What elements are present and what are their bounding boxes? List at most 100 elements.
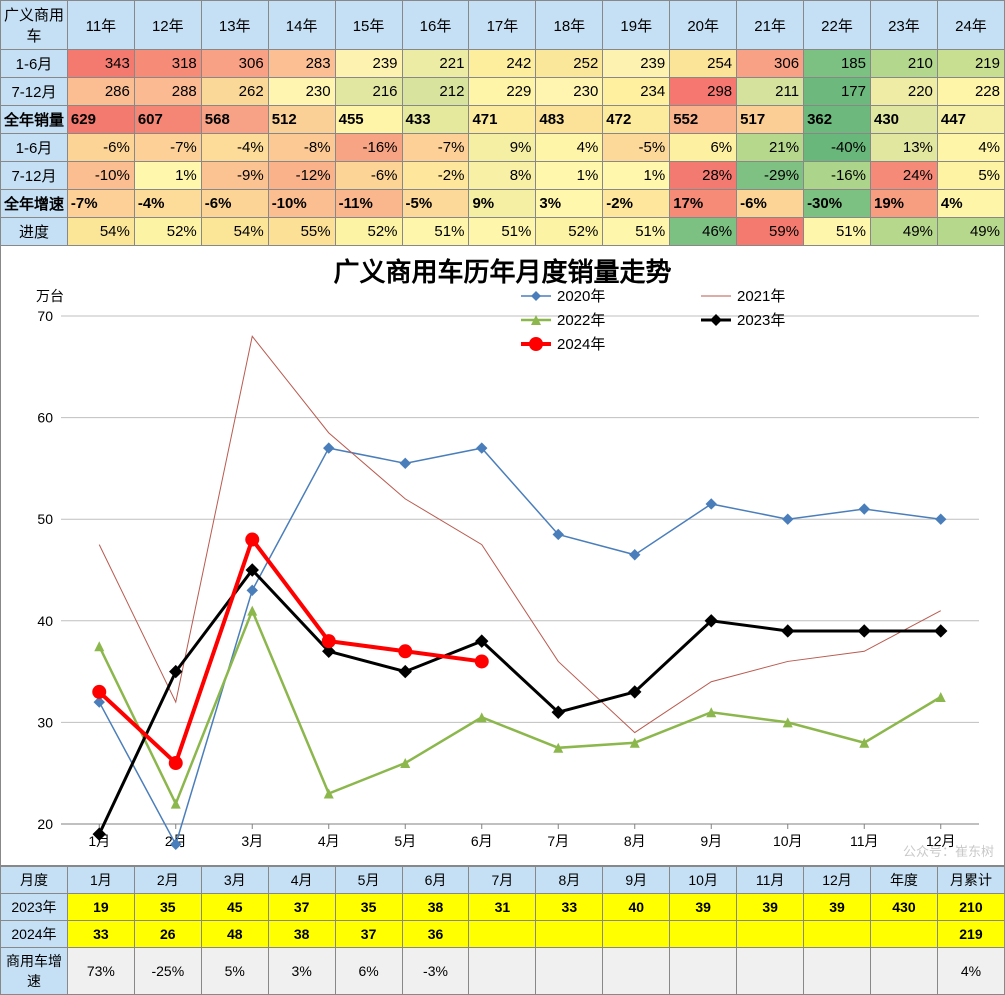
top-table-cell: 24% (870, 162, 937, 190)
bottom-table-cell: 35 (335, 894, 402, 921)
top-table-cell: 8% (469, 162, 536, 190)
bottom-table-cell: 430 (870, 894, 937, 921)
top-table-cell: -10% (67, 162, 134, 190)
top-table-cell: 52% (536, 218, 603, 246)
top-table-cell: 13% (870, 134, 937, 162)
top-table-cell: 59% (737, 218, 804, 246)
svg-text:40: 40 (37, 613, 53, 629)
bottom-table-header: 月度 (1, 867, 68, 894)
bottom-table-header: 月累计 (937, 867, 1004, 894)
bottom-table-header: 7月 (469, 867, 536, 894)
bottom-table-cell (603, 921, 670, 948)
bottom-table-header: 9月 (603, 867, 670, 894)
svg-text:10月: 10月 (773, 833, 803, 849)
top-data-table: 广义商用车11年12年13年14年15年16年17年18年19年20年21年22… (0, 0, 1005, 246)
top-table-cell: 242 (469, 50, 536, 78)
top-table-cell: 19% (870, 190, 937, 218)
top-table-cell: 471 (469, 106, 536, 134)
top-table-row-label: 7-12月 (1, 162, 68, 190)
top-table-cell: 55% (268, 218, 335, 246)
top-table-cell: 262 (201, 78, 268, 106)
top-table-cell: 51% (469, 218, 536, 246)
top-table-cell: 288 (134, 78, 201, 106)
svg-text:4月: 4月 (318, 833, 340, 849)
top-table-cell: 234 (603, 78, 670, 106)
bottom-table-cell (804, 921, 871, 948)
top-table-cell: -6% (67, 134, 134, 162)
top-table-cell: 9% (469, 190, 536, 218)
top-table-cell: 221 (402, 50, 469, 78)
top-table-cell: 455 (335, 106, 402, 134)
top-table-cell: -7% (402, 134, 469, 162)
top-table-cell: -4% (134, 190, 201, 218)
bottom-table-header: 5月 (335, 867, 402, 894)
chart-container: 广义商用车历年月度销量走势万台2030405060701月2月3月4月5月6月7… (0, 246, 1005, 866)
top-table-cell: -8% (268, 134, 335, 162)
top-table-cell: 433 (402, 106, 469, 134)
top-table-cell: 239 (603, 50, 670, 78)
svg-text:7月: 7月 (547, 833, 569, 849)
top-table-year-header: 18年 (536, 1, 603, 50)
top-table-cell: 607 (134, 106, 201, 134)
top-table-cell: -6% (335, 162, 402, 190)
bottom-table-header: 11月 (737, 867, 804, 894)
bottom-table-cell: 37 (268, 894, 335, 921)
top-table-cell: 17% (670, 190, 737, 218)
top-table-cell: 54% (201, 218, 268, 246)
bottom-table-cell: -25% (134, 948, 201, 995)
top-table-cell: 211 (737, 78, 804, 106)
top-table-cell: -6% (737, 190, 804, 218)
top-table-cell: 362 (804, 106, 871, 134)
bottom-table-header: 4月 (268, 867, 335, 894)
bottom-table-cell: 35 (134, 894, 201, 921)
bottom-table-cell (670, 921, 737, 948)
bottom-table-header: 10月 (670, 867, 737, 894)
bottom-table-cell: 38 (268, 921, 335, 948)
top-table-cell: 230 (536, 78, 603, 106)
bottom-table-cell: 48 (201, 921, 268, 948)
bottom-table-cell: -3% (402, 948, 469, 995)
top-table-cell: 298 (670, 78, 737, 106)
top-table-cell: -5% (603, 134, 670, 162)
top-table-year-header: 24年 (937, 1, 1004, 50)
top-table-year-header: 23年 (870, 1, 937, 50)
bottom-table-cell: 39 (737, 894, 804, 921)
bottom-table-cell: 40 (603, 894, 670, 921)
top-table-cell: 51% (603, 218, 670, 246)
svg-text:2020年: 2020年 (557, 288, 605, 305)
top-table-cell: -29% (737, 162, 804, 190)
top-table-row-label: 1-6月 (1, 134, 68, 162)
top-table-cell: 483 (536, 106, 603, 134)
top-table-cell: 283 (268, 50, 335, 78)
top-table-cell: 177 (804, 78, 871, 106)
top-table-cell: 216 (335, 78, 402, 106)
top-table-year-header: 19年 (603, 1, 670, 50)
top-table-cell: 212 (402, 78, 469, 106)
top-table-cell: 185 (804, 50, 871, 78)
bottom-table-header: 3月 (201, 867, 268, 894)
top-table-cell: 552 (670, 106, 737, 134)
top-table-cell: 5% (937, 162, 1004, 190)
bottom-table-cell (737, 921, 804, 948)
bottom-table-cell (536, 948, 603, 995)
bottom-table-cell (870, 948, 937, 995)
top-table-cell: 219 (937, 50, 1004, 78)
svg-text:2024年: 2024年 (557, 336, 605, 353)
top-table-cell: 1% (603, 162, 670, 190)
bottom-table-header: 年度 (870, 867, 937, 894)
top-table-cell: 21% (737, 134, 804, 162)
bottom-table-cell: 219 (937, 921, 1004, 948)
top-table-cell: 254 (670, 50, 737, 78)
top-table-cell: 239 (335, 50, 402, 78)
svg-text:30: 30 (37, 714, 53, 730)
bottom-table-row-label: 2024年 (1, 921, 68, 948)
top-table-year-header: 13年 (201, 1, 268, 50)
top-table-year-header: 21年 (737, 1, 804, 50)
top-table-cell: 229 (469, 78, 536, 106)
top-table-year-header: 16年 (402, 1, 469, 50)
svg-text:70: 70 (37, 308, 53, 324)
top-table-cell: -11% (335, 190, 402, 218)
top-table-cell: 472 (603, 106, 670, 134)
bottom-table-cell (536, 921, 603, 948)
svg-text:60: 60 (37, 410, 53, 426)
